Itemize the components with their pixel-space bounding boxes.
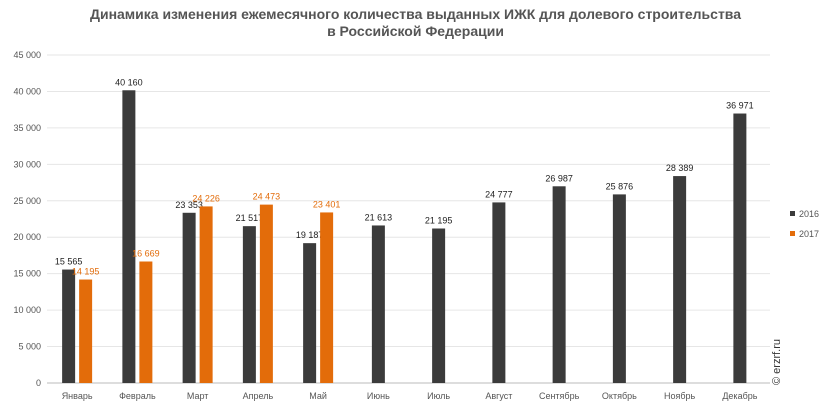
x-tick-label: Июнь: [367, 391, 390, 401]
data-label-2016: 15 565: [55, 257, 83, 267]
data-label-2016: 21 613: [365, 212, 393, 222]
bar-2017: [320, 212, 334, 383]
x-tick-label: Декабрь: [722, 391, 757, 401]
legend-swatch-2017: [790, 231, 795, 236]
x-tick-label: Август: [485, 391, 512, 401]
bar-2016: [552, 186, 566, 383]
chart-title: Динамика изменения ежемесячного количест…: [0, 6, 831, 40]
data-label-2016: 21 517: [236, 213, 264, 223]
data-label-2016: 25 876: [606, 181, 634, 191]
legend-label-2017: 2017: [799, 229, 819, 239]
x-tick-label: Октябрь: [602, 391, 637, 401]
data-label-2016: 40 160: [115, 77, 143, 87]
legend-swatch-2016: [790, 211, 795, 216]
bar-2016: [733, 113, 747, 383]
data-label-2017: 23 401: [313, 199, 341, 209]
data-label-2017: 14 195: [72, 267, 100, 277]
bar-2016: [62, 269, 76, 383]
data-label-2016: 36 971: [726, 101, 754, 111]
chart-title-line-1: Динамика изменения ежемесячного количест…: [89, 6, 742, 22]
bar-2017: [199, 206, 213, 383]
bar-2016: [182, 212, 196, 383]
data-label-2017: 24 473: [253, 192, 281, 202]
y-tick-label: 15 000: [13, 269, 41, 279]
y-tick-label: 20 000: [13, 232, 41, 242]
y-tick-label: 25 000: [13, 196, 41, 206]
data-label-2016: 28 389: [666, 163, 694, 173]
bar-2017: [259, 204, 273, 383]
x-tick-label: Май: [309, 391, 327, 401]
data-label-2017: 16 669: [132, 249, 160, 259]
data-label-2016: 19 187: [296, 230, 324, 240]
data-label-2016: 26 987: [545, 173, 573, 183]
y-tick-label: 35 000: [13, 123, 41, 133]
bar-2017: [79, 279, 93, 383]
bar-2016: [371, 225, 385, 383]
bar-2016: [303, 243, 317, 383]
y-tick-label: 10 000: [13, 305, 41, 315]
bar-2017: [139, 261, 153, 383]
y-tick-label: 5 000: [18, 342, 41, 352]
watermark-text: © erzrf.ru: [771, 339, 783, 385]
x-tick-label: Февраль: [119, 391, 156, 401]
x-tick-label: Март: [187, 391, 209, 401]
data-label-2016: 23 353: [175, 200, 203, 210]
y-tick-label: 0: [36, 378, 41, 388]
y-tick-label: 40 000: [13, 86, 41, 96]
x-tick-label: Январь: [62, 391, 93, 401]
data-label-2017: 24 226: [192, 193, 220, 203]
y-tick-label: 45 000: [13, 50, 41, 60]
bar-2016: [242, 226, 256, 383]
legend-label-2016: 2016: [799, 209, 819, 219]
x-tick-label: Сентябрь: [539, 391, 580, 401]
x-tick-label: Ноябрь: [664, 391, 696, 401]
bar-2016: [432, 228, 446, 383]
y-tick-label: 30 000: [13, 159, 41, 169]
bar-2016: [612, 194, 626, 383]
bar-2016: [492, 202, 506, 383]
x-tick-label: Апрель: [243, 391, 274, 401]
data-label-2016: 21 195: [425, 216, 453, 226]
chart-title-line-2: в Российской Федерации: [327, 23, 504, 39]
x-tick-label: Июль: [427, 391, 450, 401]
bar-2016: [673, 176, 687, 383]
data-label-2016: 24 777: [485, 189, 513, 199]
bar-2016: [122, 90, 136, 383]
